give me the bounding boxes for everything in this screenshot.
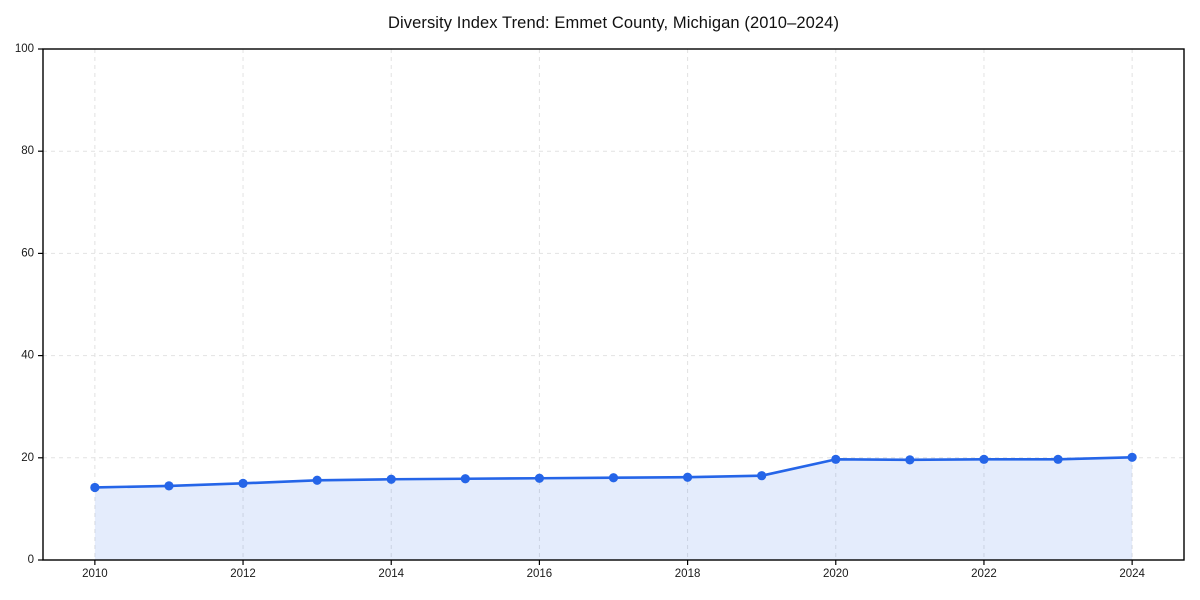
y-tick-label: 60 — [21, 247, 34, 259]
x-tick-label: 2016 — [527, 568, 553, 580]
data-point-2013 — [312, 475, 322, 485]
x-tick-label: 2018 — [675, 568, 701, 580]
y-tick-label: 20 — [21, 452, 34, 464]
y-tick-label: 80 — [21, 145, 34, 157]
y-tick-label: 0 — [28, 554, 34, 566]
chart-title: Diversity Index Trend: Emmet County, Mic… — [387, 14, 840, 32]
data-point-2021 — [905, 455, 915, 465]
data-point-2019 — [757, 471, 767, 481]
data-point-2010 — [90, 482, 100, 493]
data-point-2011 — [164, 481, 174, 491]
x-tick-label: 2014 — [378, 568, 404, 580]
y-tick-label: 40 — [21, 350, 34, 362]
x-tick-label: 2012 — [230, 568, 256, 580]
y-tick-label: 100 — [15, 43, 34, 55]
data-point-2020 — [831, 454, 841, 464]
x-tick-label: 2024 — [1119, 568, 1145, 580]
data-point-2022 — [979, 454, 989, 464]
data-point-2023 — [1053, 454, 1063, 464]
x-tick-label: 2022 — [971, 568, 997, 580]
data-point-2016 — [534, 473, 545, 483]
x-tick-label: 2020 — [823, 568, 849, 580]
x-tick-label: 2010 — [82, 568, 108, 580]
trend-area — [94, 457, 1133, 560]
plot-border — [42, 48, 1185, 561]
data-point-2018 — [682, 472, 693, 482]
data-point-2012 — [238, 478, 248, 488]
data-point-2015 — [460, 474, 470, 484]
data-point-2024 — [1127, 452, 1137, 462]
data-point-2017 — [608, 473, 619, 483]
data-point-2014 — [386, 474, 396, 484]
